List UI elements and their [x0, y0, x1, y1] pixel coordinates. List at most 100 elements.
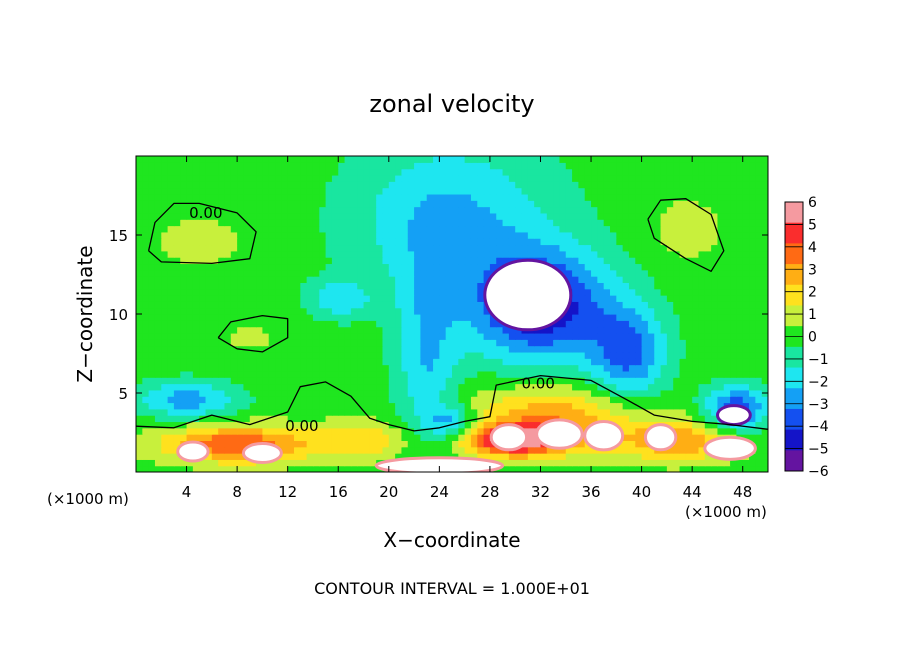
heatmap-cell: [294, 219, 301, 227]
heatmap-cell: [338, 383, 346, 391]
heatmap-cell: [508, 358, 516, 366]
heatmap-cell: [382, 276, 390, 283]
heatmap-cell: [230, 282, 238, 290]
heatmap-cell: [268, 402, 276, 410]
heatmap-cell: [521, 377, 529, 385]
heatmap-cell: [565, 187, 573, 195]
heatmap-cell: [723, 377, 731, 385]
heatmap-cell: [357, 231, 365, 239]
heatmap-cell: [483, 434, 491, 441]
heatmap-cell: [458, 339, 466, 347]
heatmap-cell: [515, 345, 523, 353]
heatmap-cell: [230, 244, 238, 252]
heatmap-cell: [237, 434, 245, 441]
heatmap-cell: [414, 156, 421, 163]
heatmap-cell: [218, 421, 226, 429]
heatmap-cell: [628, 156, 636, 163]
heatmap-cell: [704, 219, 712, 227]
heatmap-cell: [761, 288, 768, 296]
heatmap-cell: [230, 174, 238, 182]
heatmap-cell: [578, 415, 586, 423]
heatmap-cell: [237, 301, 245, 309]
heatmap-cell: [698, 269, 706, 277]
heatmap-cell: [357, 402, 365, 410]
heatmap-cell: [369, 314, 377, 321]
heatmap-cell: [679, 238, 687, 246]
heatmap-cell: [287, 351, 295, 359]
heatmap-cell: [306, 206, 314, 214]
heatmap-cell: [224, 427, 232, 435]
heatmap-cell: [502, 174, 510, 182]
heatmap-cell: [470, 383, 478, 391]
heatmap-cell: [540, 244, 548, 252]
heatmap-cell: [749, 263, 756, 271]
heatmap-cell: [641, 364, 649, 372]
heatmap-cell: [363, 415, 371, 423]
heatmap-cell: [376, 288, 384, 296]
heatmap-cell: [414, 421, 421, 429]
heatmap-cell: [717, 364, 725, 372]
heatmap-cell: [275, 168, 282, 176]
heatmap-cell: [243, 415, 251, 423]
heatmap-cell: [464, 193, 472, 201]
heatmap-cell: [673, 276, 681, 283]
heatmap-cell: [685, 358, 693, 366]
heatmap-cell: [357, 358, 365, 366]
heatmap-cell: [426, 332, 434, 340]
heatmap-cell: [749, 174, 756, 182]
heatmap-cell: [401, 396, 409, 404]
heatmap-cell: [477, 250, 485, 258]
heatmap-cell: [515, 244, 523, 252]
heatmap-cell: [148, 263, 156, 271]
heatmap-cell: [641, 276, 649, 283]
heatmap-cell: [458, 225, 466, 233]
heatmap-cell: [268, 320, 276, 328]
heatmap-cell: [616, 288, 624, 296]
heatmap-cell: [268, 219, 276, 227]
heatmap-cell: [692, 156, 700, 163]
heatmap-cell: [685, 212, 693, 220]
heatmap-cell: [647, 250, 655, 258]
heatmap-cell: [224, 326, 232, 334]
heatmap-cell: [186, 212, 194, 220]
heatmap-cell: [452, 244, 459, 252]
heatmap-cell: [407, 225, 415, 233]
heatmap-cell: [749, 339, 756, 347]
heatmap-cell: [540, 212, 548, 220]
heatmap-cell: [224, 250, 232, 258]
heatmap-cell: [692, 219, 700, 227]
heatmap-cell: [685, 453, 693, 460]
heatmap-cell: [306, 383, 314, 391]
heatmap-cell: [224, 156, 232, 163]
heatmap-cell: [597, 200, 605, 208]
heatmap-cell: [420, 402, 428, 410]
heatmap-cell: [698, 301, 706, 309]
heatmap-cell: [230, 225, 238, 233]
heatmap-cell: [161, 446, 169, 454]
heatmap-cell: [294, 358, 301, 366]
heatmap-cell: [414, 339, 421, 347]
heatmap-cell: [660, 257, 668, 265]
heatmap-cell: [281, 314, 289, 321]
heatmap-cell: [515, 219, 523, 227]
heatmap-cell: [148, 276, 156, 283]
heatmap-cell: [205, 364, 213, 372]
heatmap-cell: [679, 206, 687, 214]
heatmap-cell: [357, 263, 365, 271]
heatmap-cell: [268, 434, 276, 441]
heatmap-cell: [388, 307, 396, 315]
heatmap-cell: [218, 231, 226, 239]
heatmap-cell: [679, 187, 687, 195]
heatmap-cell: [730, 339, 737, 347]
heatmap-cell: [199, 193, 207, 201]
heatmap-cell: [161, 181, 169, 189]
heatmap-cell: [445, 288, 453, 296]
heatmap-cell: [496, 181, 504, 189]
heatmap-cell: [641, 440, 649, 448]
heatmap-cell: [723, 326, 731, 334]
heatmap-cell: [508, 238, 516, 246]
heatmap-cell: [167, 269, 175, 277]
heatmap-cell: [749, 415, 756, 423]
heatmap-cell: [433, 370, 440, 378]
heatmap-cell: [439, 231, 447, 239]
